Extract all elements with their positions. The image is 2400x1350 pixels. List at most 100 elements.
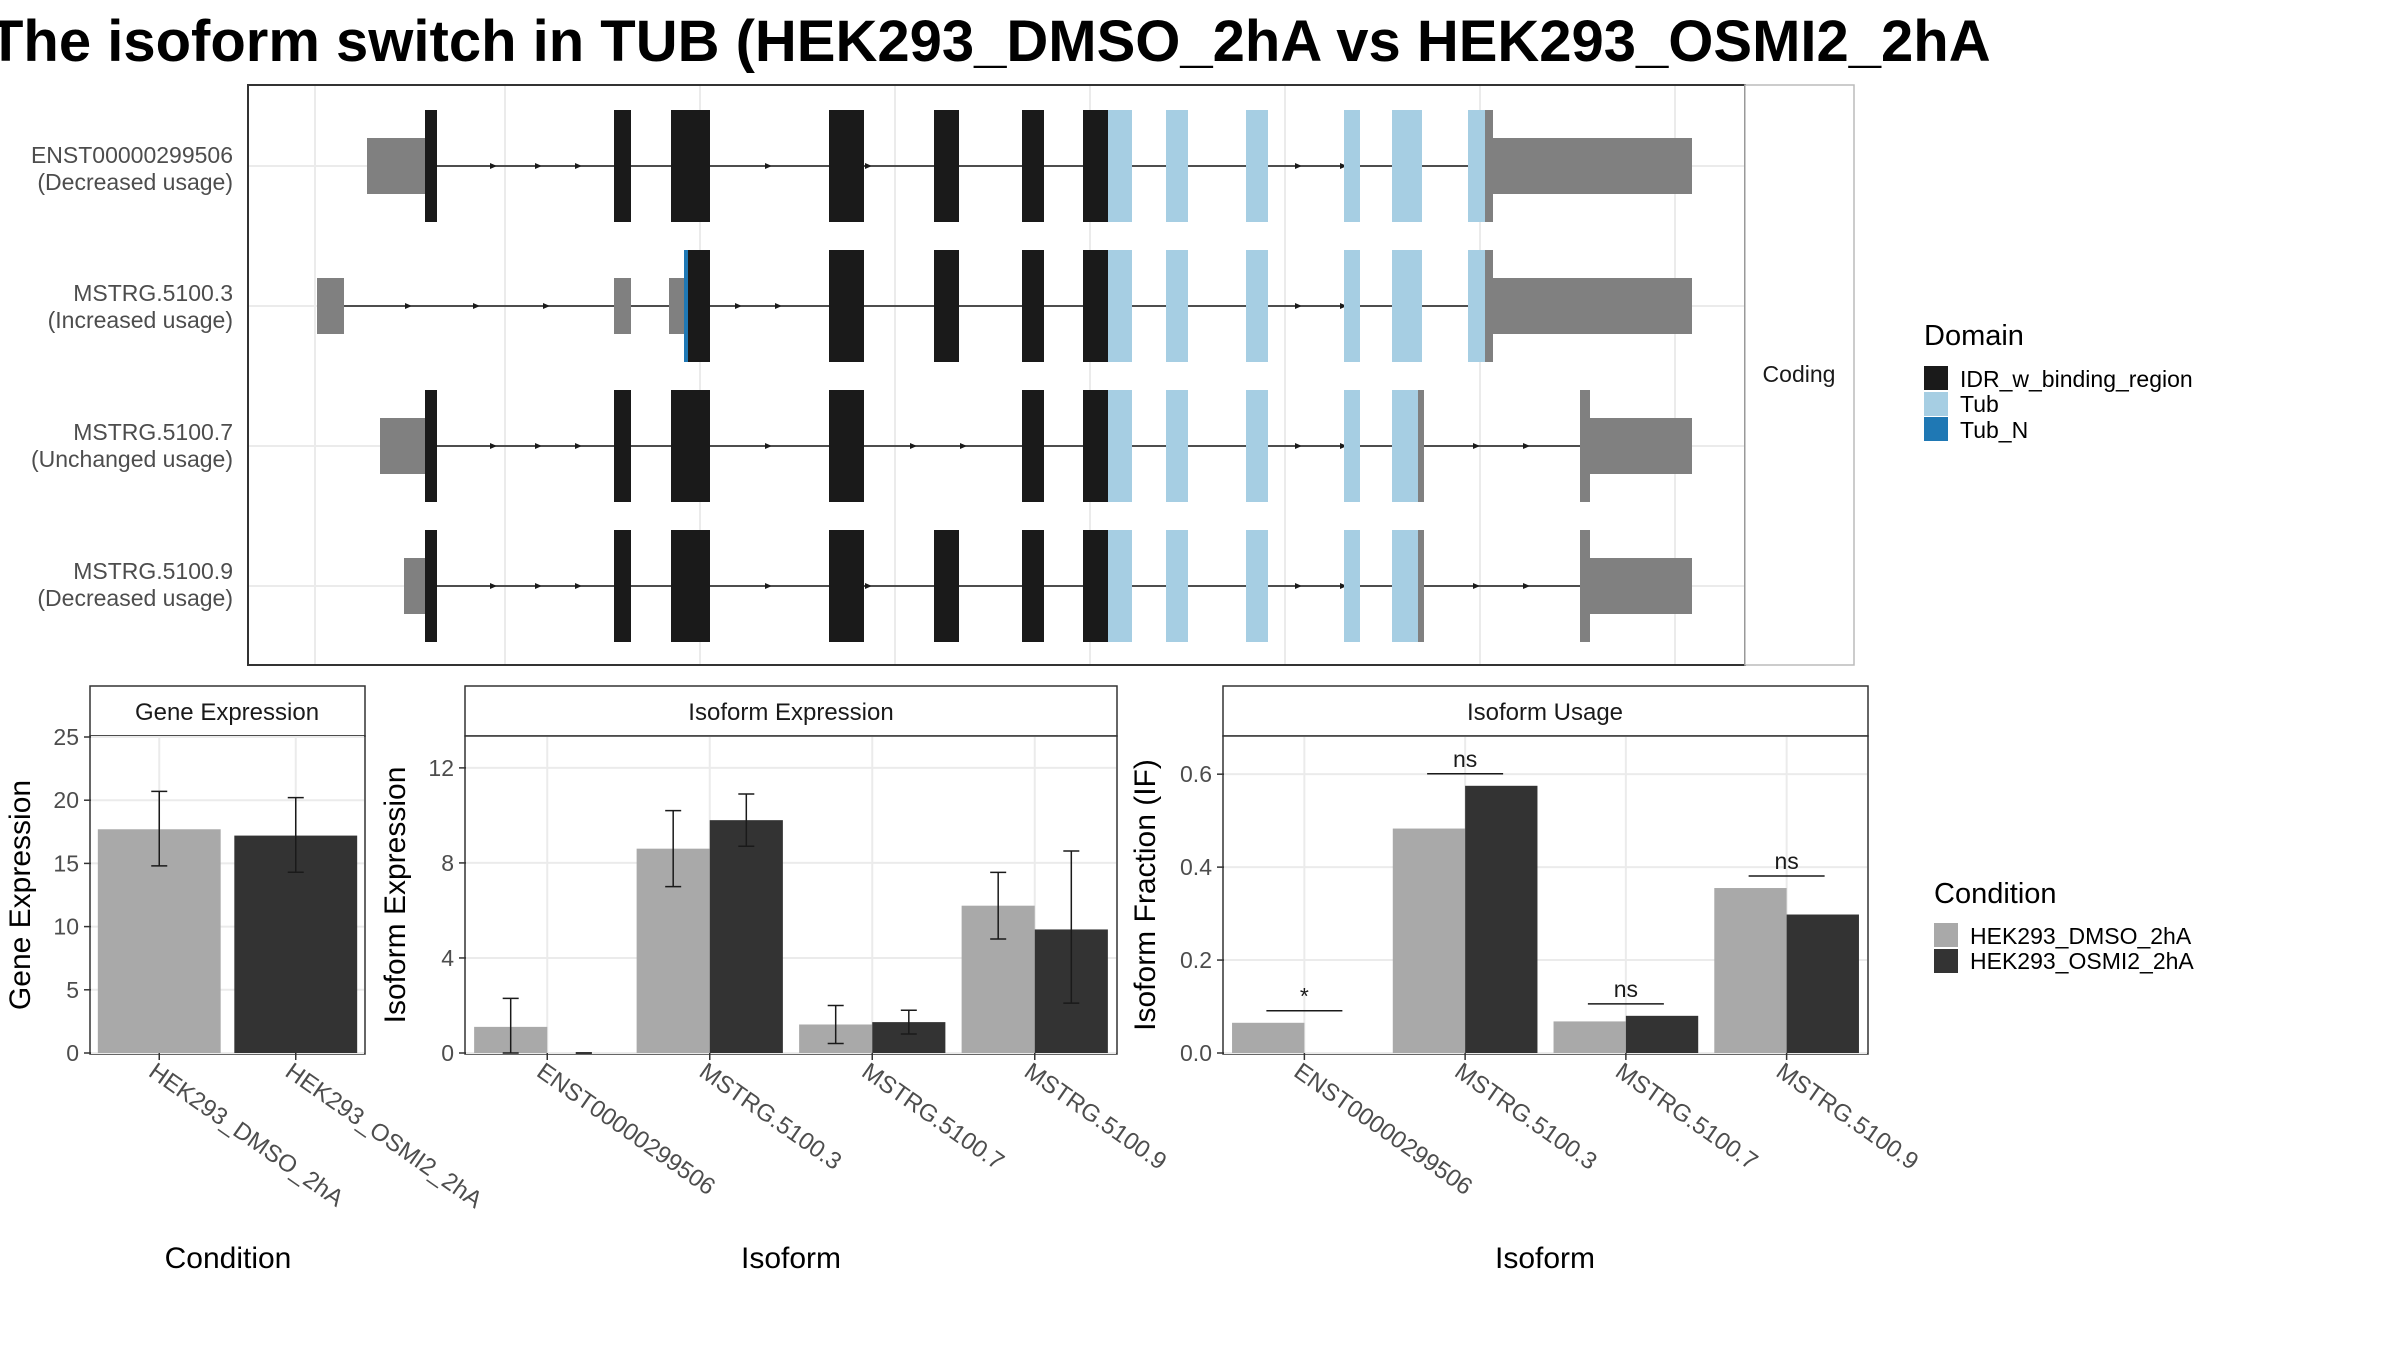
strand-arrow-icon <box>473 303 480 309</box>
exon-utr <box>1580 390 1590 502</box>
legend-swatch-osmi2 <box>1934 949 1958 973</box>
strand-arrow-icon <box>490 443 497 449</box>
iso-expr-xlabel: Isoform <box>741 1242 841 1275</box>
exon-idr-domain <box>829 390 864 502</box>
y-tick-label: 10 <box>53 914 79 940</box>
exon-tub-domain <box>1166 390 1188 502</box>
isoform-label-1-usage: (Decreased usage) <box>37 169 233 195</box>
x-tick-label: ENST00000299506 <box>532 1058 720 1201</box>
gene-expression-panel: Gene Expression 0510152025HEK293_DMSO_2h… <box>4 685 487 1275</box>
x-tick-label: MSTRG.5100.3 <box>1450 1058 1602 1176</box>
legend-label-tub: Tub <box>1960 391 1999 417</box>
exon-idr-domain <box>829 530 864 642</box>
exon-tub-domain <box>1344 250 1360 362</box>
strand-arrow-icon <box>865 583 872 589</box>
strand-arrow-icon <box>490 583 497 589</box>
exon-tub-domain <box>1246 250 1268 362</box>
x-tick-label: MSTRG.5100.3 <box>694 1058 846 1176</box>
strand-arrow-icon <box>765 443 772 449</box>
exon-idr-domain <box>829 110 864 222</box>
bar <box>709 820 783 1053</box>
exon-idr-domain <box>671 390 710 502</box>
exon-utr <box>1418 390 1424 502</box>
utr-5-block <box>669 278 684 334</box>
utr-3-block <box>1493 138 1692 194</box>
exon-tub-domain <box>1468 250 1485 362</box>
gene-expr-xlabel: Condition <box>165 1242 292 1275</box>
strand-arrow-icon <box>575 583 582 589</box>
exon-tub-domain <box>1392 250 1422 362</box>
exon-tub-domain <box>1108 530 1132 642</box>
exon-idr-domain <box>1083 110 1108 222</box>
legend-swatch-idr <box>1924 366 1948 390</box>
domain-legend: Domain IDR_w_binding_region Tub Tub_N <box>1924 320 2193 443</box>
strand-arrow-icon <box>1523 583 1530 589</box>
y-tick-label: 15 <box>53 850 79 876</box>
exon-idr-domain <box>1083 390 1108 502</box>
exon-idr-domain <box>425 390 437 502</box>
isoform-label-2-usage: (Increased usage) <box>48 307 233 333</box>
strand-arrow-icon <box>535 163 542 169</box>
bar <box>1625 1015 1699 1053</box>
exon-idr-domain <box>1022 530 1044 642</box>
y-tick-label: 12 <box>428 755 454 781</box>
exon-idr-domain <box>934 110 959 222</box>
x-tick-label: MSTRG.5100.7 <box>1610 1058 1762 1176</box>
exon-utr <box>1485 250 1493 362</box>
utr-3-block <box>1580 558 1692 614</box>
exon-idr-domain <box>614 530 631 642</box>
strand-arrow-icon <box>1340 583 1347 589</box>
exon-tub-domain <box>1468 110 1485 222</box>
exon-tub-domain <box>1392 530 1418 642</box>
bar <box>1714 888 1787 1053</box>
strand-arrow-icon <box>910 443 917 449</box>
iso-usage-ylabel: Isoform Fraction (IF) <box>1129 759 1162 1031</box>
significance-label: ns <box>1774 848 1798 874</box>
isoform-label-3-id: MSTRG.5100.7 <box>73 419 233 445</box>
exon-idr-domain <box>614 110 631 222</box>
exon-idr-domain <box>1022 250 1044 362</box>
strand-arrow-icon <box>535 583 542 589</box>
iso-expr-strip <box>464 685 1118 737</box>
exon-tub-domain <box>1246 530 1268 642</box>
exon-idr-domain <box>934 530 959 642</box>
utr-3-block <box>1493 278 1692 334</box>
strand-arrow-icon <box>775 303 782 309</box>
utr-5-block <box>367 138 425 194</box>
exon-tub-domain <box>1108 250 1132 362</box>
strand-arrow-icon <box>1295 303 1302 309</box>
exon-tub-domain <box>1392 390 1418 502</box>
y-tick-label: 25 <box>53 724 79 750</box>
isoform-label-1-id: ENST00000299506 <box>31 142 233 168</box>
exon-idr-domain <box>1083 530 1108 642</box>
strand-arrow-icon <box>1523 443 1530 449</box>
exon-idr-domain <box>671 530 710 642</box>
iso-expr-title: Isoform Expression <box>688 699 893 726</box>
strand-arrow-icon <box>735 303 742 309</box>
exon-idr-domain <box>425 110 437 222</box>
bar <box>1232 1022 1305 1053</box>
transcript-track-3 <box>380 390 1692 502</box>
strand-arrow-icon <box>1340 443 1347 449</box>
gene-expr-strip <box>89 685 366 737</box>
figure-title: The isoform switch in TUB (HEK293_DMSO_2… <box>0 9 1991 74</box>
exon-idr-domain <box>614 390 631 502</box>
strand-arrow-icon <box>405 303 412 309</box>
legend-swatch-dmso <box>1934 923 1958 947</box>
strand-arrow-icon <box>490 163 497 169</box>
exon-tub-domain <box>1246 390 1268 502</box>
exon-idr-domain <box>1022 110 1044 222</box>
coding-strip <box>1744 84 1855 666</box>
exon-idr-domain <box>671 110 710 222</box>
bar <box>1465 785 1538 1053</box>
legend-label-osmi2: HEK293_OSMI2_2hA <box>1970 948 2194 974</box>
exon-utr <box>1418 530 1424 642</box>
iso-usage-xlabel: Isoform <box>1495 1242 1595 1275</box>
strand-arrow-icon <box>535 443 542 449</box>
isoform-label-4-id: MSTRG.5100.9 <box>73 558 233 584</box>
transcript-tracks <box>317 110 1692 642</box>
exon-tub-domain <box>1344 110 1360 222</box>
domain-legend-title: Domain <box>1924 320 2024 352</box>
y-tick-label: 4 <box>441 945 454 971</box>
exon-idr-domain <box>829 250 864 362</box>
